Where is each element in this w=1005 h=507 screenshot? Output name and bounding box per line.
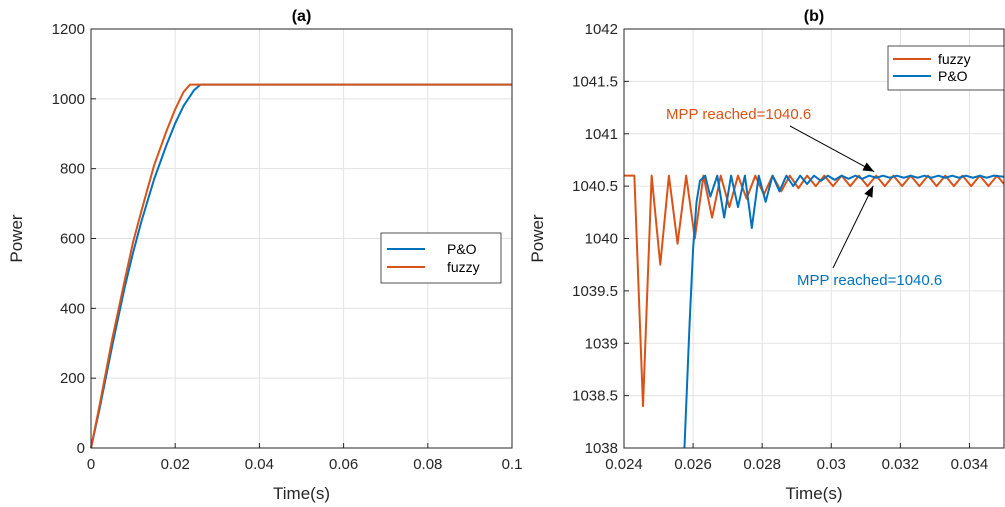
- chart-title-b: (b): [804, 8, 824, 25]
- chart-panel-b: (b) 0.024 0.026 0.028 0.03 0.032 0.034 1038 103…: [528, 8, 1005, 503]
- legend-label-po-b: P&O: [938, 68, 968, 84]
- x-axis-label-a: Time(s): [273, 484, 330, 503]
- series-line-po: [683, 174, 1004, 448]
- x-tick-label: 0: [87, 456, 95, 473]
- legend-box-b: [887, 45, 1005, 91]
- legend-a: P&O fuzzy: [380, 232, 502, 284]
- y-tick-label: 1000: [52, 91, 85, 108]
- y-tick-label: 1041.5: [572, 73, 618, 90]
- y-tick-label: 600: [60, 231, 85, 248]
- x-axis-label-b: Time(s): [786, 484, 843, 503]
- legend-label-fuzzy-a: fuzzy: [447, 259, 480, 275]
- y-axis-label-b: Power: [528, 214, 547, 263]
- legend-b: fuzzy P&O: [887, 45, 1005, 91]
- x-tick-label: 0.032: [882, 456, 920, 473]
- y-tick-label: 1039.5: [572, 283, 618, 300]
- y-tick-label: 800: [60, 161, 85, 178]
- y-tick-label: 200: [60, 370, 85, 387]
- y-tick-label: 1200: [52, 21, 85, 38]
- chart-panel-a: (a) 0 0.02 0.04 0.06 0.08 0.1 0 200 400 600 800 100…: [7, 8, 522, 503]
- y-tick-label: 1040: [585, 231, 618, 248]
- annotation-arrow-po: [832, 185, 874, 269]
- x-tick-label: 0.08: [413, 456, 442, 473]
- y-tick-label: 1040.5: [572, 178, 618, 195]
- series-line-po: [90, 83, 512, 449]
- ticks-a: 0 0.02 0.04 0.06 0.08 0.1 0 200 400 600 800 1000 120…: [52, 21, 523, 473]
- x-tick-label: 0.1: [502, 456, 523, 473]
- legend-box-a: [380, 232, 502, 284]
- y-tick-label: 1039: [585, 335, 618, 352]
- legend-label-fuzzy-b: fuzzy: [938, 51, 971, 67]
- x-tick-label: 0.03: [817, 456, 846, 473]
- legend-label-po-a: P&O: [447, 241, 477, 257]
- series-line-fuzzy: [90, 83, 512, 449]
- ticks-b: 0.024 0.026 0.028 0.03 0.032 0.034 1038 1038.5 1…: [572, 21, 988, 473]
- x-tick-label: 0.04: [245, 456, 274, 473]
- y-tick-label: 400: [60, 300, 85, 317]
- y-axis-label-a: Power: [7, 214, 26, 263]
- x-tick-label: 0.024: [605, 456, 643, 473]
- annotation-arrow-fuzzy: [789, 125, 875, 173]
- series-group-a: [90, 83, 512, 449]
- x-tick-label: 0.028: [743, 456, 781, 473]
- y-tick-label: 1041: [585, 126, 618, 143]
- y-tick-label: 1038: [585, 440, 618, 457]
- chart-title-a: (a): [292, 8, 312, 25]
- x-tick-label: 0.034: [951, 456, 989, 473]
- annotations-b: MPP reached=1040.6 MPP reached=1040.6: [666, 106, 942, 289]
- annotation-arrowhead-po: [864, 185, 874, 198]
- series-line-fuzzy: [624, 174, 1004, 408]
- annotation-po-mpp: MPP reached=1040.6: [797, 272, 942, 289]
- x-tick-label: 0.026: [674, 456, 712, 473]
- annotation-arrowhead-fuzzy: [862, 162, 875, 172]
- y-tick-label: 1042: [585, 21, 618, 38]
- series-group-b: [624, 174, 1004, 448]
- annotation-fuzzy-mpp: MPP reached=1040.6: [666, 106, 811, 123]
- x-tick-label: 0.06: [329, 456, 358, 473]
- grid-b: [623, 28, 1004, 449]
- x-tick-label: 0.02: [161, 456, 190, 473]
- y-tick-label: 1038.5: [572, 388, 618, 405]
- y-tick-label: 0: [77, 440, 85, 457]
